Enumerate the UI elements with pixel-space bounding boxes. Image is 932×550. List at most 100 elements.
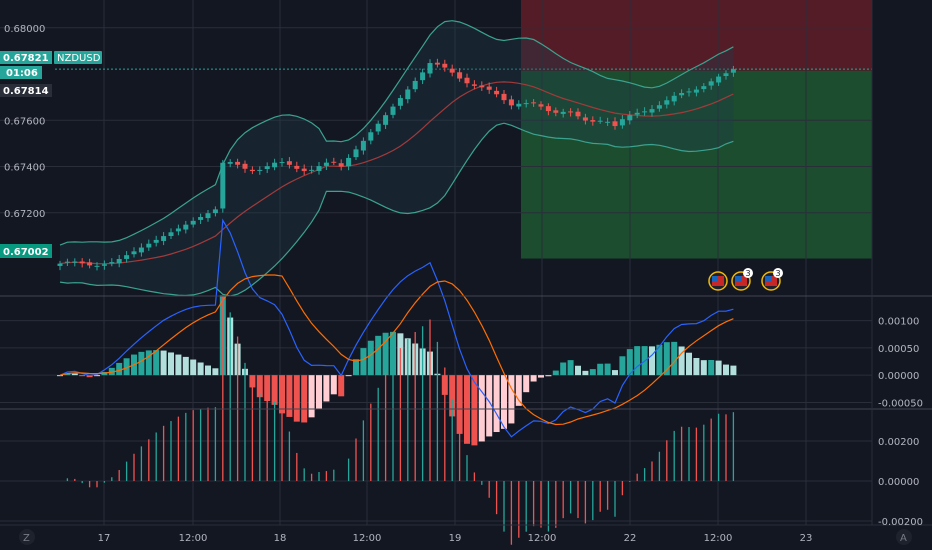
macd-histogram-bar	[508, 375, 515, 424]
take-profit-zone[interactable]	[521, 70, 872, 259]
event-count: 3	[775, 269, 780, 278]
candle-body	[101, 264, 107, 266]
time-axis[interactable]: 17 12:00 18 12:00 19 12:00 22 12:00 23	[98, 533, 813, 544]
candle-body	[671, 95, 677, 102]
candle-body	[634, 112, 640, 115]
macd-histogram-bar	[79, 375, 86, 377]
macd-histogram-bar	[530, 375, 537, 382]
time-tick-label: 12:00	[528, 533, 557, 544]
candle-body	[323, 162, 329, 166]
us-flag-icon[interactable]: 3	[761, 268, 783, 291]
macd-histogram-bar	[501, 375, 507, 429]
macd-histogram-bar	[94, 375, 100, 377]
auto-scale-button[interactable]: A	[896, 529, 912, 545]
target-price-tag: 0.67002	[0, 244, 52, 258]
macd-histogram-bar	[493, 375, 500, 433]
candle-body	[235, 161, 241, 165]
candle-body	[531, 102, 537, 104]
macd-tick-label: -0.00050	[878, 398, 923, 409]
macd-histogram-bar	[190, 359, 197, 376]
candle-body	[109, 262, 115, 264]
candle-body	[264, 166, 270, 170]
candle-body	[679, 92, 685, 96]
candle-body	[716, 76, 722, 83]
macd-histogram-bar	[634, 346, 641, 376]
macd-histogram-bar	[153, 350, 160, 376]
macd-histogram-bar	[123, 358, 130, 376]
osc-tick-label: 0.00200	[878, 437, 919, 448]
flag-canton	[712, 276, 718, 281]
candle-body	[227, 162, 233, 164]
candle-body	[464, 77, 470, 84]
macd-histogram-bar	[671, 341, 678, 376]
event-count-badge	[743, 268, 753, 278]
candle-body	[94, 265, 100, 267]
macd-histogram-bar	[182, 356, 189, 376]
price-axis[interactable]: 0.68000 0.67600 0.67400 0.67200 0.00100 0.000…	[4, 24, 923, 528]
candle-body	[168, 232, 174, 237]
us-flag-icon[interactable]: 3	[731, 268, 753, 291]
candle-body	[523, 103, 529, 105]
macd-tick-label: 0.00100	[878, 317, 919, 328]
bollinger-fill	[60, 20, 734, 296]
us-flag-icon[interactable]	[708, 271, 728, 291]
macd-histogram-bar	[256, 375, 263, 398]
macd-histogram-bar	[567, 360, 574, 376]
candle-body	[161, 236, 167, 241]
macd-histogram-bar	[205, 365, 211, 376]
candle-body	[368, 132, 374, 141]
grid-lines	[0, 0, 872, 525]
macd-histogram-bar	[693, 358, 700, 376]
macd-histogram-bar	[449, 375, 456, 417]
flag-canton	[735, 276, 741, 281]
macd-histogram-bar	[604, 363, 611, 376]
macd-histogram-bar	[515, 375, 522, 406]
macd-tick-label: 0.00050	[878, 344, 919, 355]
candle-body	[471, 84, 477, 86]
zoom-corner-button[interactable]: Z	[19, 529, 35, 545]
candle-body	[420, 72, 426, 81]
time-tick-label: 19	[449, 533, 462, 544]
candle-body	[175, 228, 181, 232]
macd-histogram-bar	[116, 362, 123, 376]
candle-body	[568, 111, 574, 113]
candle-body	[397, 98, 403, 106]
stop-loss-zone[interactable]	[521, 0, 872, 71]
candle-body	[353, 149, 359, 158]
candle-body	[360, 140, 366, 151]
candle-body	[79, 261, 85, 264]
symbol-tag: NZDUSD	[57, 53, 101, 64]
macd-histogram-bar	[582, 370, 589, 376]
candle-body	[242, 163, 248, 169]
macd-histogram-bar	[308, 375, 315, 418]
flag-canton	[765, 276, 771, 281]
candlestick-series[interactable]	[57, 58, 736, 271]
candle-body	[730, 69, 736, 73]
candle-body	[309, 169, 315, 171]
macd-histogram-bar	[538, 375, 544, 378]
macd-histogram-bar	[264, 375, 271, 402]
zoom-corner-bg	[19, 529, 35, 545]
macd-histogram-bar	[626, 349, 633, 376]
candle-body	[346, 157, 352, 167]
macd-histogram-bar	[486, 375, 493, 437]
osc-tick-label: 0.00000	[878, 477, 919, 488]
macd-histogram-bar	[471, 375, 478, 446]
osc-tick-label: -0.00200	[878, 517, 923, 528]
candle-body	[405, 89, 411, 100]
position-zones	[521, 0, 872, 259]
countdown-label-bg	[0, 66, 42, 79]
time-tick-label: 12:00	[704, 533, 733, 544]
candle-body	[575, 111, 581, 117]
macd-histogram-bar	[678, 346, 685, 376]
entry-price-label-bg	[0, 84, 52, 97]
price-tick-label: 0.67400	[4, 163, 45, 174]
macd-histogram-bar	[330, 375, 337, 395]
candle-body	[693, 89, 699, 93]
macd-histogram-bar	[560, 362, 567, 376]
candle-body	[560, 111, 566, 114]
macd-histogram-bar	[663, 342, 670, 376]
target-price-label: 0.67002	[3, 247, 49, 258]
